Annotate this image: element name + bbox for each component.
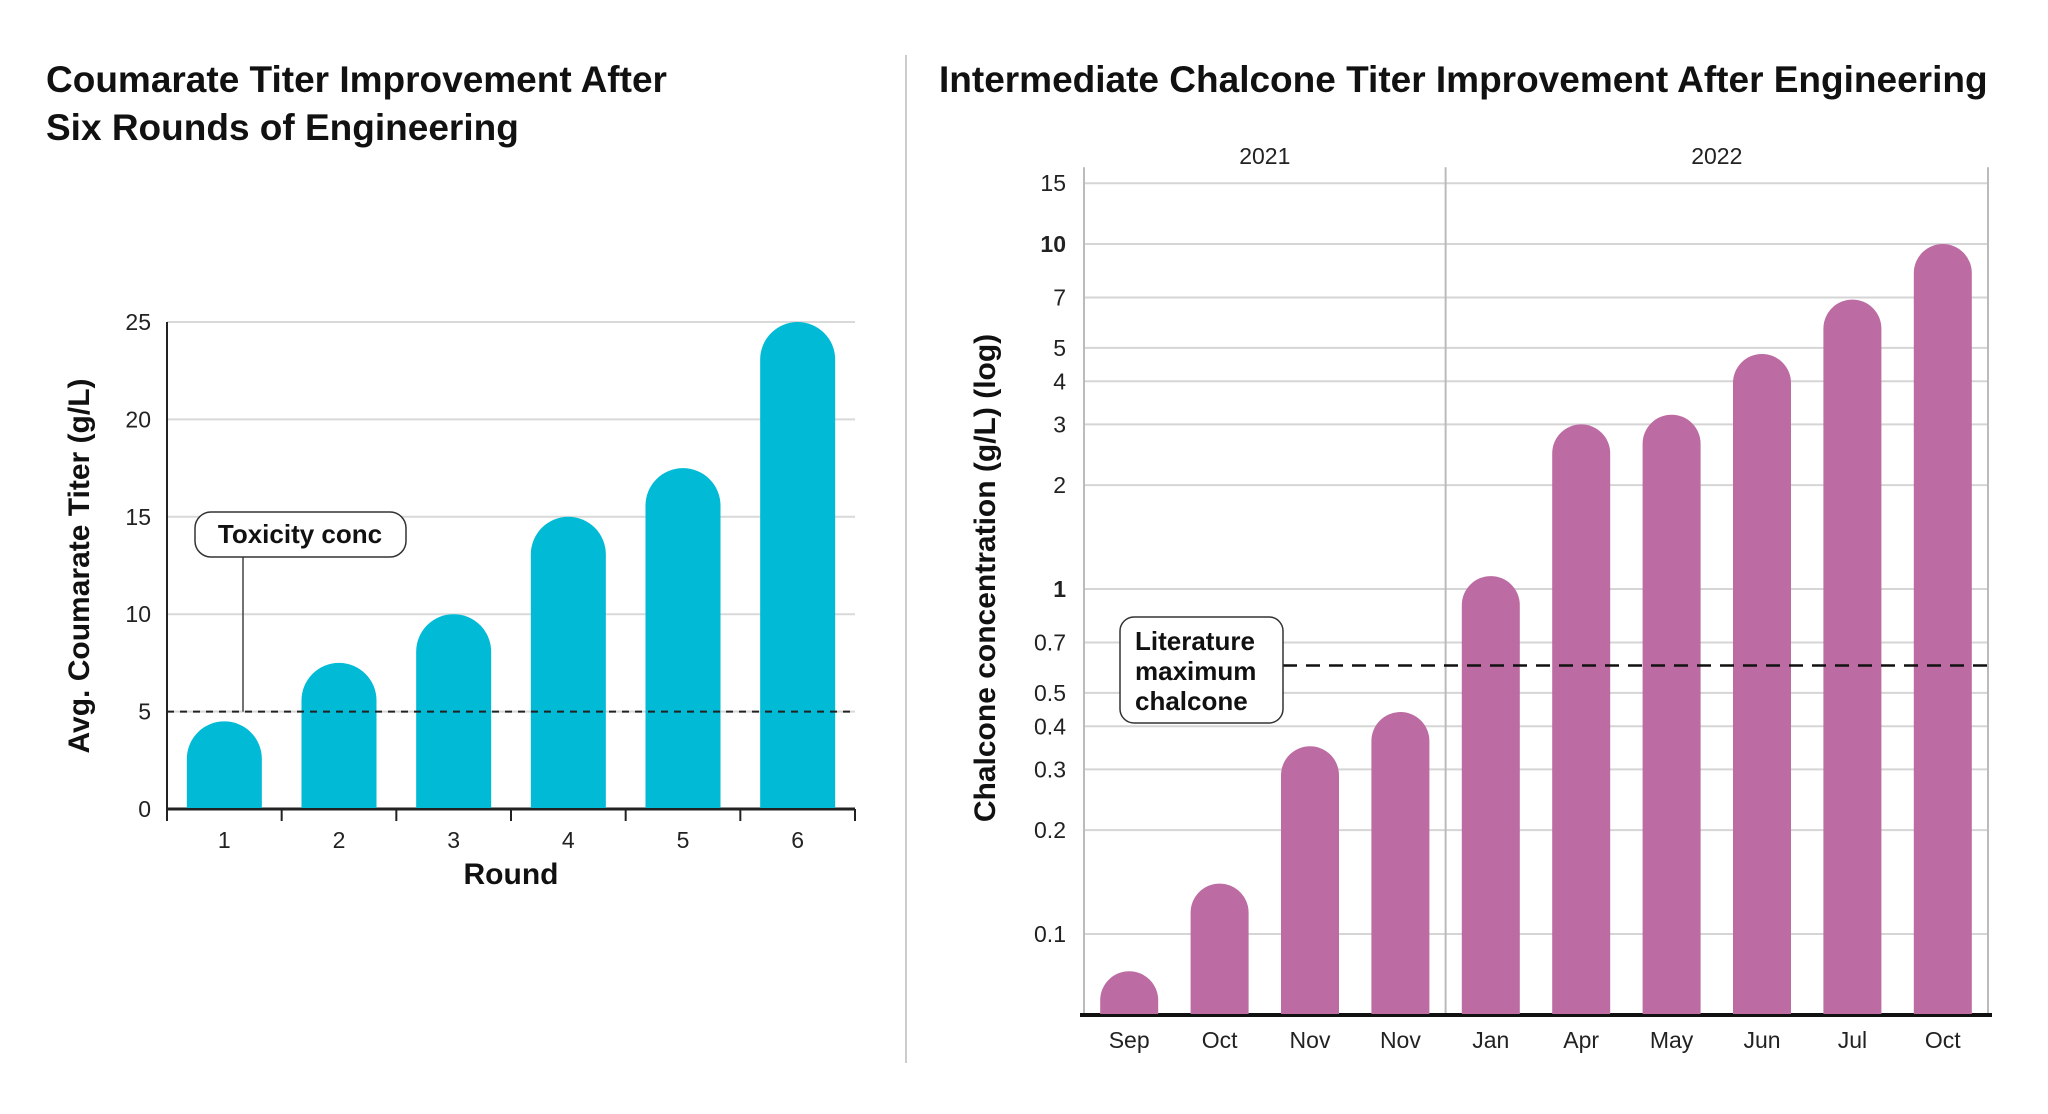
right-y-axis-label: Chalcone concentration (g/L) (log) (969, 334, 1002, 822)
left-y-tick-label: 5 (138, 699, 151, 725)
right-bar (1190, 883, 1249, 1014)
right-bar (1823, 299, 1882, 1015)
right-y-tick-label: 0.7 (1034, 629, 1066, 655)
right-x-tick-label: Sep (1109, 1027, 1150, 1053)
right-bar (1733, 353, 1791, 1014)
left-y-tick-label: 10 (125, 601, 151, 627)
right-bar (1461, 576, 1520, 1014)
left-title-line-1: Coumarate Titer Improvement After (46, 59, 667, 100)
left-x-tick-label: 1 (218, 827, 231, 853)
left-title-line-2: Six Rounds of Engineering (46, 107, 519, 148)
left-x-tick-label: 5 (677, 827, 690, 853)
literature-max-label-line: chalcone (1135, 686, 1248, 716)
right-bar (1371, 712, 1430, 1014)
left-y-tick-label: 0 (138, 796, 151, 822)
literature-max-label-line: maximum (1135, 656, 1256, 686)
left-y-tick-label: 20 (125, 406, 151, 432)
left-x-tick-label: 2 (333, 827, 346, 853)
left-y-tick-label: 25 (125, 309, 151, 335)
left-x-axis-label: Round (464, 858, 559, 891)
left-x-tick-label: 6 (791, 827, 804, 853)
right-y-tick-label: 5 (1053, 335, 1066, 361)
right-bar (1100, 971, 1159, 1014)
right-bar (1281, 746, 1339, 1014)
right-y-tick-label: 10 (1040, 231, 1066, 257)
right-x-tick-label: Oct (1202, 1027, 1238, 1053)
right-x-tick-label: Nov (1380, 1027, 1421, 1053)
coumarate-chart: Coumarate Titer Improvement After Six Ro… (46, 59, 856, 891)
right-bar (1913, 243, 1972, 1014)
right-y-tick-label: 7 (1053, 284, 1066, 310)
right-y-tick-label: 4 (1053, 368, 1066, 394)
right-y-tick-label: 0.3 (1034, 756, 1066, 782)
left-y-tick-label: 15 (125, 504, 151, 530)
right-y-tick-label: 0.2 (1034, 817, 1066, 843)
right-bar (1642, 414, 1701, 1014)
left-x-tick-label: 4 (562, 827, 575, 853)
right-x-tick-label: Jun (1743, 1027, 1780, 1053)
left-bar (645, 468, 721, 808)
literature-max-label-line: Literature (1135, 626, 1255, 656)
right-y-tick-label: 15 (1040, 170, 1066, 196)
right-y-tick-label: 2 (1053, 472, 1066, 498)
right-x-tick-label: Jan (1472, 1027, 1509, 1053)
left-bar (530, 516, 606, 808)
left-bar (301, 662, 377, 808)
right-y-tick-label: 3 (1053, 411, 1066, 437)
right-x-tick-label: Apr (1563, 1027, 1599, 1053)
right-y-tick-label: 1 (1053, 576, 1066, 602)
right-y-tick-label: 0.1 (1034, 921, 1066, 947)
right-bar (1552, 424, 1611, 1014)
right-title: Intermediate Chalcone Titer Improvement … (939, 59, 1988, 100)
toxicity-label-box (194, 511, 407, 558)
left-bar (760, 322, 836, 808)
chalcone-chart: Intermediate Chalcone Titer Improvement … (939, 59, 1992, 1053)
left-y-axis-label: Avg. Coumarate Titer (g/L) (63, 378, 96, 753)
literature-max-label-box (1119, 616, 1284, 724)
year-group-label: 2022 (1691, 143, 1742, 169)
right-x-tick-label: Nov (1290, 1027, 1331, 1053)
right-y-tick-label: 0.5 (1034, 680, 1066, 706)
right-x-tick-label: Oct (1925, 1027, 1961, 1053)
year-group-label: 2021 (1239, 143, 1290, 169)
right-x-tick-label: May (1650, 1027, 1694, 1053)
left-x-tick-label: 3 (447, 827, 460, 853)
right-x-tick-label: Jul (1838, 1027, 1867, 1053)
right-y-tick-label: 0.4 (1034, 713, 1066, 739)
left-bar (186, 721, 262, 808)
toxicity-label: Toxicity conc (218, 519, 382, 549)
